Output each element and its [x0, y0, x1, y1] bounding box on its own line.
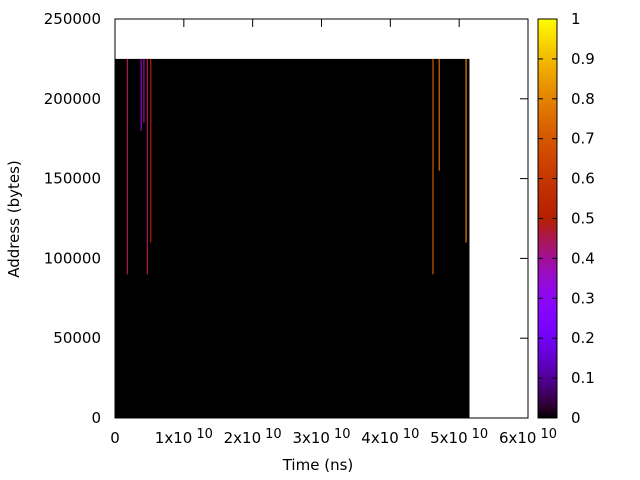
y-tick-label: 250000 [44, 10, 101, 28]
colorbar-tick-label: 0.7 [571, 130, 595, 148]
x-tick-mantissa: 5x10 [430, 429, 468, 447]
plot-area [115, 58, 470, 419]
colorbar: 0 0.1 0.2 0.3 0.4 0.5 0.6 0.7 0.8 0.9 1 [537, 10, 595, 427]
heatmap-region [115, 58, 470, 419]
x-tick-label: 6x10 10 [499, 427, 557, 447]
colorbar-tick-label: 0.8 [571, 90, 595, 108]
y-tick-label: 50000 [53, 329, 101, 347]
y-tick-label: 100000 [44, 249, 101, 267]
x-tick-mantissa: 2x10 [224, 429, 262, 447]
x-tick-mantissa: 1x10 [155, 429, 193, 447]
x-tick-exponent: 10 [403, 427, 420, 442]
y-tick-label: 150000 [44, 170, 101, 188]
axes: 0 1x10 10 2x10 10 3x10 10 4x10 10 5x10 10 6x10 10050… [44, 10, 557, 447]
x-tick-mantissa: 6x10 [499, 429, 537, 447]
x-tick-label: 4x10 10 [361, 427, 419, 447]
x-tick-exponent: 10 [265, 427, 282, 442]
streaks [126, 58, 467, 275]
colorbar-tick-label: 0 [571, 409, 581, 427]
colorbar-tick-label: 0.5 [571, 210, 595, 228]
colorbar-tick-label: 0.3 [571, 289, 595, 307]
y-tick-label: 200000 [44, 90, 101, 108]
colorbar-tick-label: 0.1 [571, 369, 595, 387]
colorbar-gradient [538, 19, 557, 418]
x-tick-label: 1x10 10 [155, 427, 213, 447]
x-tick-label: 3x10 10 [292, 427, 350, 447]
x-tick-exponent: 10 [196, 427, 213, 442]
x-tick-exponent: 10 [472, 427, 489, 442]
x-tick-exponent: 10 [334, 427, 351, 442]
colorbar-tick-label: 0.9 [571, 50, 595, 68]
colorbar-tick-label: 0.6 [571, 170, 595, 188]
colorbar-tick-label: 1 [571, 10, 581, 28]
x-tick-mantissa: 4x10 [361, 429, 399, 447]
x-tick-mantissa: 0 [110, 429, 120, 447]
x-tick-label: 2x10 10 [224, 427, 282, 447]
x-tick-label: 0 [110, 429, 120, 447]
y-axis-label: Address (bytes) [5, 160, 23, 278]
colorbar-tick-label: 0.2 [571, 329, 595, 347]
colorbar-tick-label: 0.4 [571, 249, 595, 267]
x-tick-label: 5x10 10 [430, 427, 488, 447]
x-axis-label: Time (ns) [282, 456, 354, 474]
x-tick-exponent: 10 [540, 427, 557, 442]
y-tick-label: 0 [91, 409, 101, 427]
x-tick-mantissa: 3x10 [292, 429, 330, 447]
